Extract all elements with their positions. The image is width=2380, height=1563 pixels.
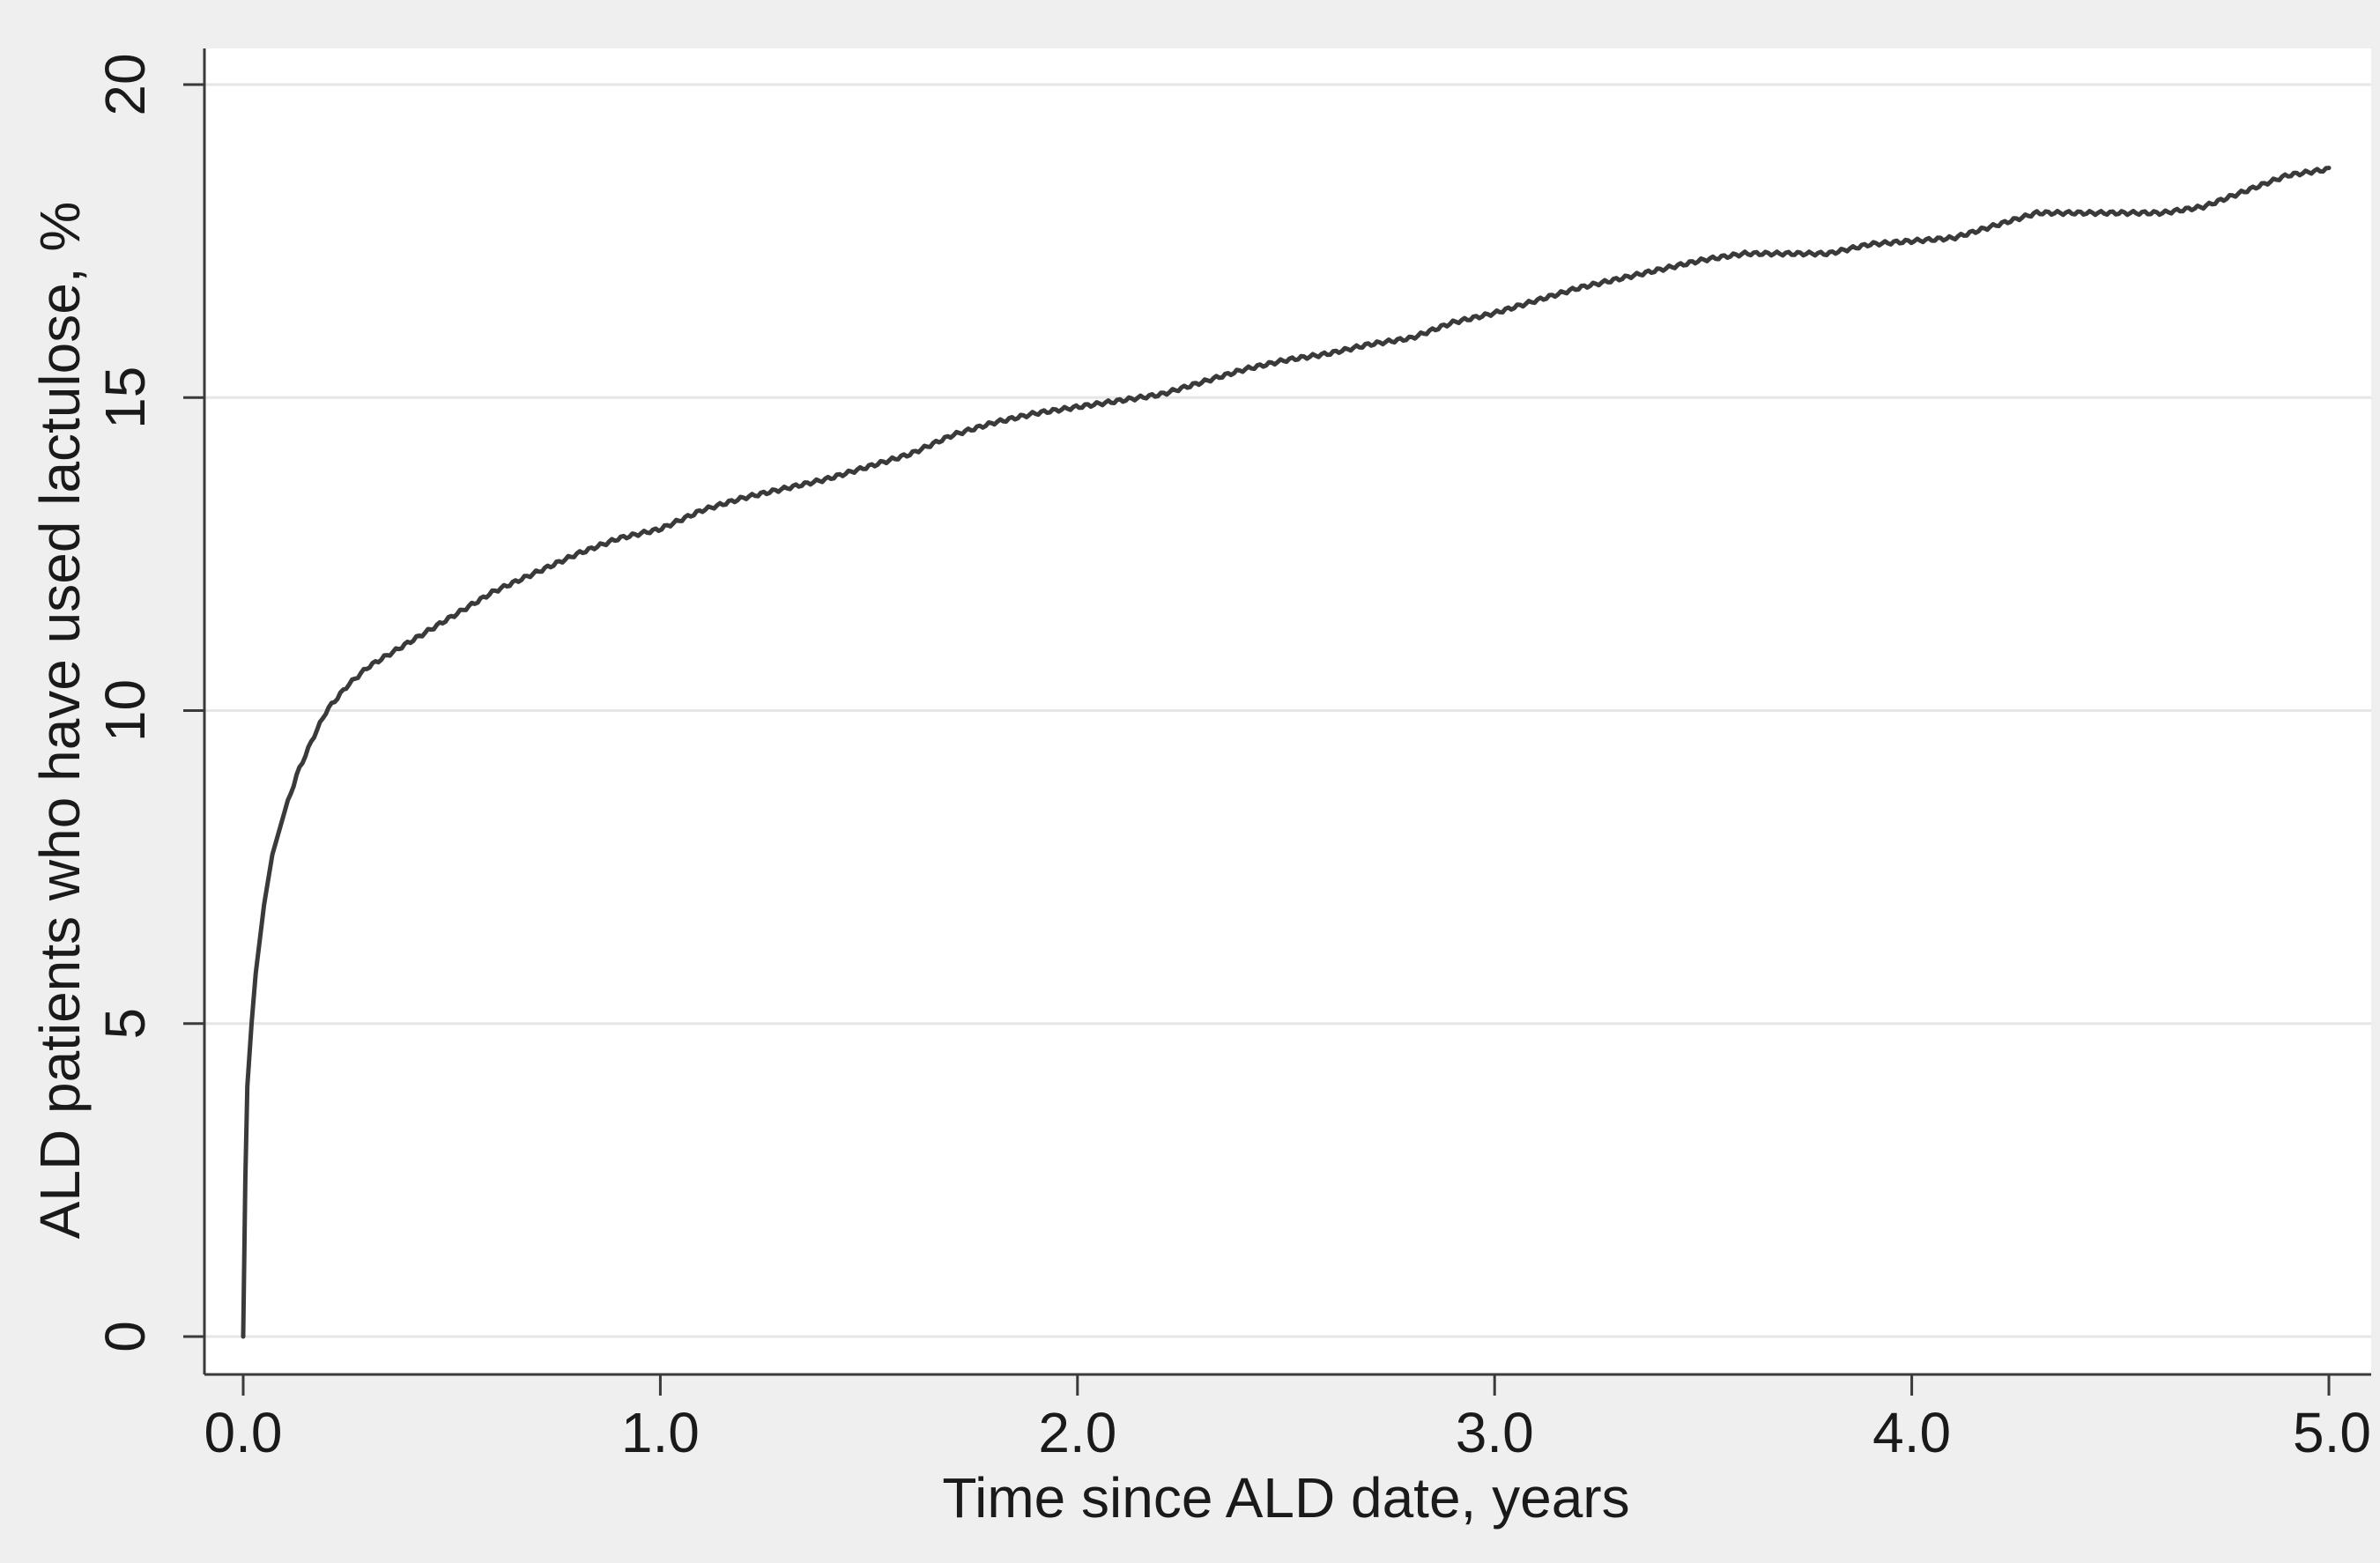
y-tick-label-20: 20 — [93, 53, 157, 115]
y-axis-title: ALD patients who have used lactulose, % — [28, 202, 92, 1240]
y-tick-label-5: 5 — [93, 1008, 157, 1040]
y-tick-label-10: 10 — [93, 679, 157, 742]
x-tick-label-2.0: 2.0 — [1038, 1401, 1116, 1464]
cumulative-incidence-line — [241, 166, 2332, 1339]
x-axis-title: Time since ALD date, years — [942, 1466, 1629, 1530]
tick-labels: 0 5 10 15 20 0.0 1.0 2.0 3.0 4.0 5.0 — [93, 53, 2371, 1464]
y-tick-label-0: 0 — [93, 1321, 157, 1352]
grid-lines — [204, 83, 2371, 1338]
x-tick-label-3.0: 3.0 — [1456, 1401, 1534, 1464]
x-tick-label-5.0: 5.0 — [2293, 1401, 2371, 1464]
x-tick-label-4.0: 4.0 — [1872, 1401, 1951, 1464]
x-tick-label-0.0: 0.0 — [204, 1401, 283, 1464]
x-tick-label-1.0: 1.0 — [621, 1401, 700, 1464]
tick-marks — [183, 83, 2331, 1396]
y-tick-label-15: 15 — [93, 367, 157, 429]
